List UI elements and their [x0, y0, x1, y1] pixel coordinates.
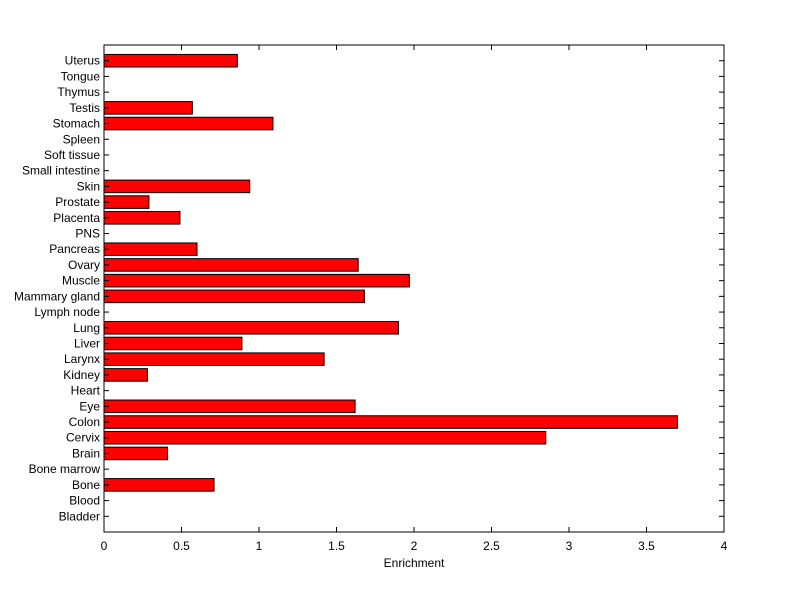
bar-testis [103, 101, 193, 115]
y-tick-label: Liver [74, 336, 100, 350]
bar-placenta [103, 211, 181, 225]
y-tick-label: Spleen [63, 132, 100, 146]
y-tick-label: Heart [71, 384, 101, 398]
bar-cervix [103, 430, 547, 445]
bar-muscle [103, 273, 410, 288]
bar-stomach [103, 116, 274, 131]
y-tick-label: Eye [79, 399, 100, 413]
x-axis-label: Enrichment [384, 556, 445, 570]
y-tick-label: Muscle [62, 274, 100, 288]
x-tick-label: 0.5 [173, 539, 190, 553]
y-tick-label: Tongue [61, 69, 101, 83]
x-tick-label: 4 [721, 539, 728, 553]
x-tick-label: 2.5 [483, 539, 500, 553]
y-tick-label: Pancreas [49, 242, 100, 256]
bar-skin [103, 179, 251, 194]
y-tick-label: Uterus [65, 54, 100, 68]
bar-prostate [103, 195, 150, 209]
y-tick-label: Brain [72, 446, 100, 460]
y-tick-label: Bone [72, 478, 100, 492]
bar-uterus [103, 53, 238, 68]
x-tick-label: 1.5 [328, 539, 345, 553]
y-tick-label: Mammary gland [14, 289, 100, 303]
y-tick-label: Prostate [55, 195, 100, 209]
y-tick-label: Soft tissue [44, 148, 100, 162]
bar-ovary [103, 258, 359, 272]
y-tick-label: Colon [69, 415, 100, 429]
y-tick-label: Bone marrow [29, 462, 101, 476]
x-tick-label: 3.5 [638, 539, 655, 553]
x-tick-label: 2 [411, 539, 418, 553]
bar-kidney [103, 368, 148, 382]
y-tick-label: Larynx [64, 352, 100, 366]
y-tick-label: Kidney [63, 368, 100, 382]
bar-pancreas [103, 242, 198, 257]
bar-bone [103, 478, 215, 492]
y-tick-label: Blood [69, 494, 100, 508]
y-tick-label: Stomach [53, 117, 100, 131]
y-tick-label: Lymph node [34, 305, 100, 319]
bar-colon [103, 415, 678, 429]
y-tick-label: Testis [69, 101, 100, 115]
y-tick-label: Skin [77, 179, 100, 193]
y-tick-label: Cervix [66, 431, 100, 445]
y-tick-label: PNS [75, 227, 100, 241]
x-ticks-group: 0 0.5 1 1.5 2 2.5 3 3.5 4 [101, 45, 728, 553]
y-tick-label: Small intestine [22, 164, 100, 178]
bar-eye [103, 399, 356, 414]
bar-brain [103, 446, 169, 461]
y-tick-label: Ovary [68, 258, 100, 272]
y-tick-label: Placenta [53, 211, 100, 225]
bar-mammary-gland [103, 289, 365, 304]
plot-frame [103, 44, 725, 533]
bar-liver [103, 336, 243, 351]
y-tick-label: Lung [73, 321, 100, 335]
x-tick-label: 0 [101, 539, 108, 553]
bar-larynx [103, 352, 325, 366]
x-tick-label: 1 [256, 539, 263, 553]
y-tick-label: Bladder [59, 509, 100, 523]
x-tick-label: 3 [566, 539, 573, 553]
y-tick-label: Thymus [57, 85, 100, 99]
bar-lung [103, 320, 399, 335]
